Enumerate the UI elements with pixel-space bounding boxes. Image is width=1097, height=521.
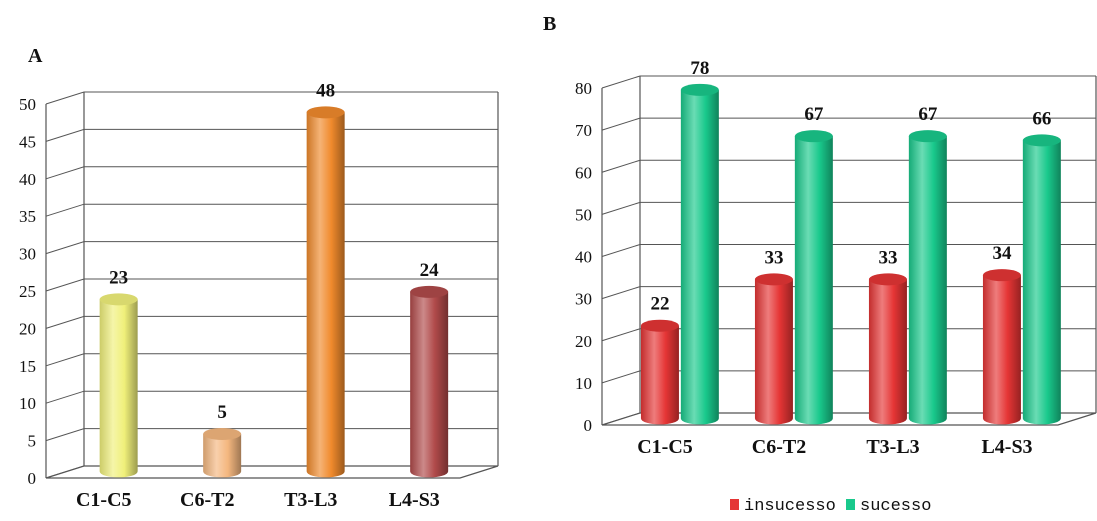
bar xyxy=(640,319,679,425)
bar xyxy=(794,130,833,425)
floor xyxy=(45,465,499,479)
panel-b-letter: B xyxy=(543,13,556,35)
x-tick-label: C1-C5 xyxy=(637,436,693,458)
y-tick-label: 15 xyxy=(19,357,36,376)
legend: insucesso sucesso xyxy=(730,497,931,516)
data-label: 67 xyxy=(804,104,824,125)
chart-b: 0 10 20 30 40 50 60 70 80 22 78 C1-C5 33 67 C6-T2 33 67 T… xyxy=(575,58,1097,458)
bar xyxy=(1022,134,1061,425)
y-tick-label: 70 xyxy=(575,121,592,140)
y-tick-label: 30 xyxy=(575,290,592,309)
data-label: 66 xyxy=(1032,108,1051,129)
data-label: 23 xyxy=(109,267,128,288)
legend-label: insucesso xyxy=(744,497,836,516)
data-label: 33 xyxy=(764,247,783,268)
gridline xyxy=(45,128,498,142)
bar-top xyxy=(203,428,242,440)
gridline xyxy=(601,244,1096,257)
gridline xyxy=(601,159,1096,173)
bar-body xyxy=(794,136,833,425)
y-tick-label: 35 xyxy=(19,207,36,226)
bar-body xyxy=(868,279,907,425)
bar xyxy=(680,83,719,425)
bar xyxy=(410,285,449,478)
panel-a-letter: A xyxy=(28,45,43,67)
y-tick-label: 0 xyxy=(28,469,37,488)
data-label: 33 xyxy=(878,247,897,268)
bar xyxy=(203,428,242,478)
legend-swatch xyxy=(846,499,855,510)
bar-body xyxy=(982,275,1021,425)
x-tick-label: T3-L3 xyxy=(284,489,337,511)
y-tick-label: 20 xyxy=(575,332,592,351)
gridline xyxy=(601,117,1096,131)
bar-top xyxy=(306,106,345,119)
bar-top xyxy=(982,269,1021,282)
bar xyxy=(908,130,947,425)
bar-top xyxy=(99,293,138,306)
bar xyxy=(306,106,345,478)
bar-top xyxy=(1022,134,1061,147)
bar-body xyxy=(99,299,138,478)
x-tick-label: C1-C5 xyxy=(76,489,132,511)
bar xyxy=(868,273,907,425)
y-tick-label: 60 xyxy=(575,163,592,182)
y-tick-label: 30 xyxy=(19,245,36,264)
data-label: 22 xyxy=(650,294,669,315)
y-tick-label: 20 xyxy=(19,319,36,338)
x-tick-label: C6-T2 xyxy=(752,436,806,458)
bar-body xyxy=(306,112,345,478)
y-tick-label: 25 xyxy=(19,282,36,301)
floor xyxy=(601,412,1097,426)
gridline xyxy=(45,91,498,105)
x-tick-label: L4-S3 xyxy=(389,489,440,511)
y-tick-label: 10 xyxy=(575,374,592,393)
gridline xyxy=(45,241,498,255)
bar xyxy=(982,269,1021,425)
gridline xyxy=(601,201,1096,215)
bar-top xyxy=(754,273,793,286)
gridline xyxy=(601,75,1096,89)
bar xyxy=(99,293,138,478)
y-tick-label: 45 xyxy=(19,132,36,151)
legend-swatch xyxy=(730,499,739,510)
x-tick-label: C6-T2 xyxy=(180,489,234,511)
y-tick-label: 40 xyxy=(575,248,592,267)
bar-top xyxy=(868,273,907,286)
y-tick-label: 50 xyxy=(575,205,592,224)
legend-label: sucesso xyxy=(860,497,931,516)
data-label: 67 xyxy=(918,104,938,125)
y-tick-label: 40 xyxy=(19,170,36,189)
y-tick-label: 80 xyxy=(575,79,592,98)
bar-top xyxy=(640,319,679,332)
gridline xyxy=(601,286,1096,300)
bar-body xyxy=(640,325,679,425)
bar-body xyxy=(754,279,793,425)
gridline xyxy=(45,203,498,217)
x-tick-label: L4-S3 xyxy=(981,436,1032,458)
bar-top xyxy=(908,130,947,143)
bar-body xyxy=(410,291,449,478)
bar-body xyxy=(1022,140,1061,425)
data-label: 34 xyxy=(992,243,1012,264)
chart-a: 0 5 10 15 20 25 30 35 40 45 50 23 C1-C5 5 C6-T2 48 T3-L3… xyxy=(19,80,499,511)
data-label: 48 xyxy=(316,80,335,101)
bar-body xyxy=(680,89,719,425)
data-label: 24 xyxy=(420,260,440,281)
bar-body xyxy=(203,434,242,478)
data-label: 5 xyxy=(217,402,227,423)
y-tick-label: 0 xyxy=(584,416,593,435)
bar-body xyxy=(908,136,947,425)
bar-top xyxy=(410,285,449,298)
y-tick-label: 5 xyxy=(28,432,37,451)
bar xyxy=(754,273,793,425)
x-tick-label: T3-L3 xyxy=(866,436,919,458)
bar-top xyxy=(794,130,833,143)
data-label: 78 xyxy=(690,58,709,79)
y-tick-label: 10 xyxy=(19,394,36,413)
bar-top xyxy=(680,83,719,96)
y-tick-label: 50 xyxy=(19,95,36,114)
gridline xyxy=(45,166,498,180)
